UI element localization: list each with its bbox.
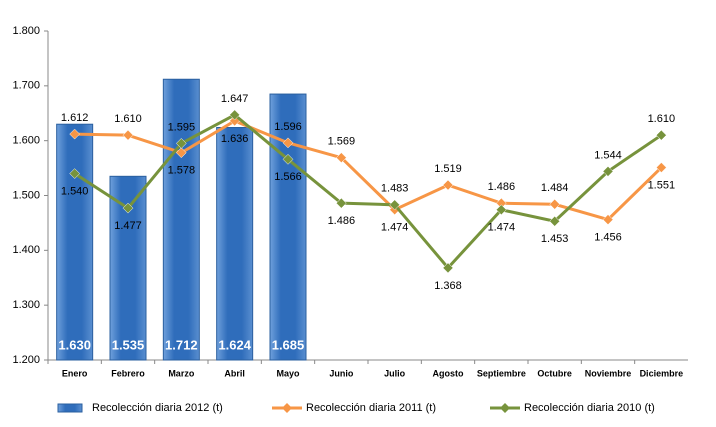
y-tick-label: 1.500 (12, 189, 40, 201)
x-tick-label: Junio (329, 368, 354, 378)
marker (282, 153, 294, 165)
data-label: 1.647 (221, 93, 249, 105)
bar (162, 78, 200, 361)
data-label: 1.566 (274, 171, 302, 183)
x-tick-label: Julio (384, 368, 406, 378)
data-label: 1.483 (381, 183, 409, 195)
bar (109, 175, 147, 361)
x-tick-label: Marzo (168, 368, 195, 378)
data-label: 1.453 (541, 233, 569, 245)
data-label: 1.596 (274, 121, 302, 133)
data-label: 1.544 (594, 149, 622, 161)
legend-label: Recolección diaria 2011 (t) (306, 402, 436, 414)
marker (122, 202, 134, 214)
data-label: 1.474 (381, 222, 409, 234)
legend-label: Recolección diaria 2012 (t) (92, 402, 223, 414)
x-tick-label: Octubre (537, 368, 572, 378)
data-label: 1.612 (61, 112, 89, 124)
marker (69, 128, 81, 140)
bar (216, 127, 254, 361)
data-label: 1.477 (114, 220, 142, 232)
legend-label: Recolección diaria 2010 (t) (524, 402, 655, 414)
data-label: 1.486 (488, 181, 516, 193)
y-tick-label: 1.300 (12, 299, 40, 311)
y-tick-label: 1.400 (12, 244, 40, 256)
marker (495, 204, 507, 216)
bar-label: 1.712 (165, 337, 198, 352)
line (74, 119, 663, 222)
x-tick-label: Diciembre (640, 368, 684, 378)
data-label: 1.519 (434, 163, 462, 175)
data-label: 1.474 (488, 222, 516, 234)
marker (175, 147, 187, 159)
x-tick-label: Noviembre (585, 368, 632, 378)
marker (549, 215, 561, 227)
marker (335, 152, 347, 164)
data-label: 1.486 (328, 215, 356, 227)
bar-label: 1.624 (218, 337, 251, 352)
marker (389, 199, 401, 211)
marker (602, 166, 614, 177)
x-tick-label: Febrero (111, 368, 145, 378)
marker (602, 214, 614, 225)
data-label: 1.456 (594, 232, 622, 244)
legend-marker (500, 403, 510, 413)
y-tick-label: 1.800 (12, 25, 40, 37)
y-tick-label: 1.200 (12, 354, 40, 366)
line (73, 113, 663, 271)
marker (282, 137, 294, 149)
legend-marker (282, 403, 292, 413)
y-tick-label: 1.700 (12, 80, 40, 92)
data-label: 1.540 (61, 185, 89, 197)
data-label: 1.610 (648, 113, 676, 125)
marker (442, 262, 454, 274)
marker (229, 109, 241, 121)
bar-label: 1.535 (112, 337, 145, 352)
x-tick-label: Enero (62, 368, 88, 378)
data-label: 1.610 (114, 113, 142, 125)
data-label: 1.484 (541, 182, 569, 194)
y-tick-label: 1.600 (12, 135, 40, 147)
data-label: 1.636 (221, 133, 249, 145)
x-tick-label: Agosto (433, 368, 464, 378)
marker (335, 197, 347, 209)
marker (442, 179, 454, 191)
x-tick-label: Septiembre (477, 368, 526, 378)
bar (269, 93, 307, 361)
marker (122, 129, 134, 141)
data-label: 1.569 (328, 136, 356, 148)
data-label: 1.551 (648, 179, 676, 191)
marker (655, 129, 667, 141)
marker (549, 198, 561, 210)
legend-swatch (57, 403, 83, 413)
marker (175, 138, 187, 149)
marker (655, 162, 667, 173)
bar-label: 1.630 (58, 337, 91, 352)
bar-label: 1.685 (272, 337, 305, 352)
x-tick-label: Mayo (276, 368, 300, 378)
x-tick-label: Abril (224, 368, 245, 378)
data-label: 1.578 (168, 165, 196, 177)
data-label: 1.368 (434, 280, 462, 292)
bar (56, 123, 94, 361)
data-label: 1.595 (168, 121, 196, 133)
marker (69, 168, 81, 179)
